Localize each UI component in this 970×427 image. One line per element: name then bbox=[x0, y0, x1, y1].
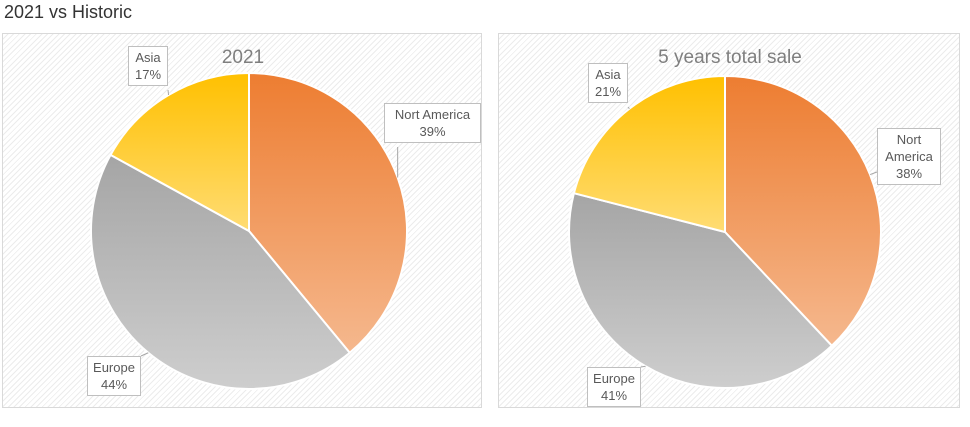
value-label: 17% bbox=[134, 67, 162, 82]
leader-line bbox=[627, 106, 630, 110]
category-name: Nort America bbox=[885, 132, 933, 164]
category-name: Europe bbox=[593, 371, 635, 386]
data-label: Nort America 39% bbox=[384, 103, 481, 143]
category-name: Asia bbox=[595, 67, 621, 82]
category-name: Europe bbox=[93, 360, 135, 375]
pie-chart: 2021 bbox=[90, 47, 408, 390]
chart-panel: 2021 Nort America 39% Europe 44% Asia 17% bbox=[2, 33, 482, 408]
data-label: Asia 17% bbox=[128, 46, 168, 86]
data-label: Europe 41% bbox=[587, 367, 641, 407]
pie-slice bbox=[248, 71, 408, 355]
leader-line bbox=[167, 89, 170, 96]
leader-line bbox=[869, 171, 878, 176]
chart-title: 5 years total sale bbox=[658, 47, 802, 68]
chart-title: 2021 bbox=[222, 47, 264, 68]
page-title: 2021 vs Historic bbox=[4, 2, 133, 22]
value-label: 38% bbox=[895, 166, 923, 181]
pie-slice bbox=[109, 71, 250, 233]
data-label: Europe 44% bbox=[87, 356, 141, 396]
pie-chart: 5 years total sale bbox=[568, 47, 882, 389]
leader-line bbox=[140, 352, 149, 357]
category-name: Nort America bbox=[394, 107, 471, 122]
data-label: Asia 21% bbox=[588, 63, 628, 103]
pie-slice bbox=[724, 74, 882, 348]
value-label: 21% bbox=[594, 84, 622, 99]
value-label: 39% bbox=[419, 124, 446, 139]
pie-slice bbox=[568, 191, 834, 389]
pie-slice bbox=[90, 153, 352, 390]
category-name: Asia bbox=[135, 50, 161, 65]
value-label: 41% bbox=[600, 388, 628, 403]
value-label: 44% bbox=[100, 377, 128, 392]
chart-panel: 5 years total sale Nort America 38% Europe 4… bbox=[498, 33, 960, 408]
leader-line bbox=[640, 365, 646, 368]
data-label: Nort America 38% bbox=[877, 128, 941, 185]
